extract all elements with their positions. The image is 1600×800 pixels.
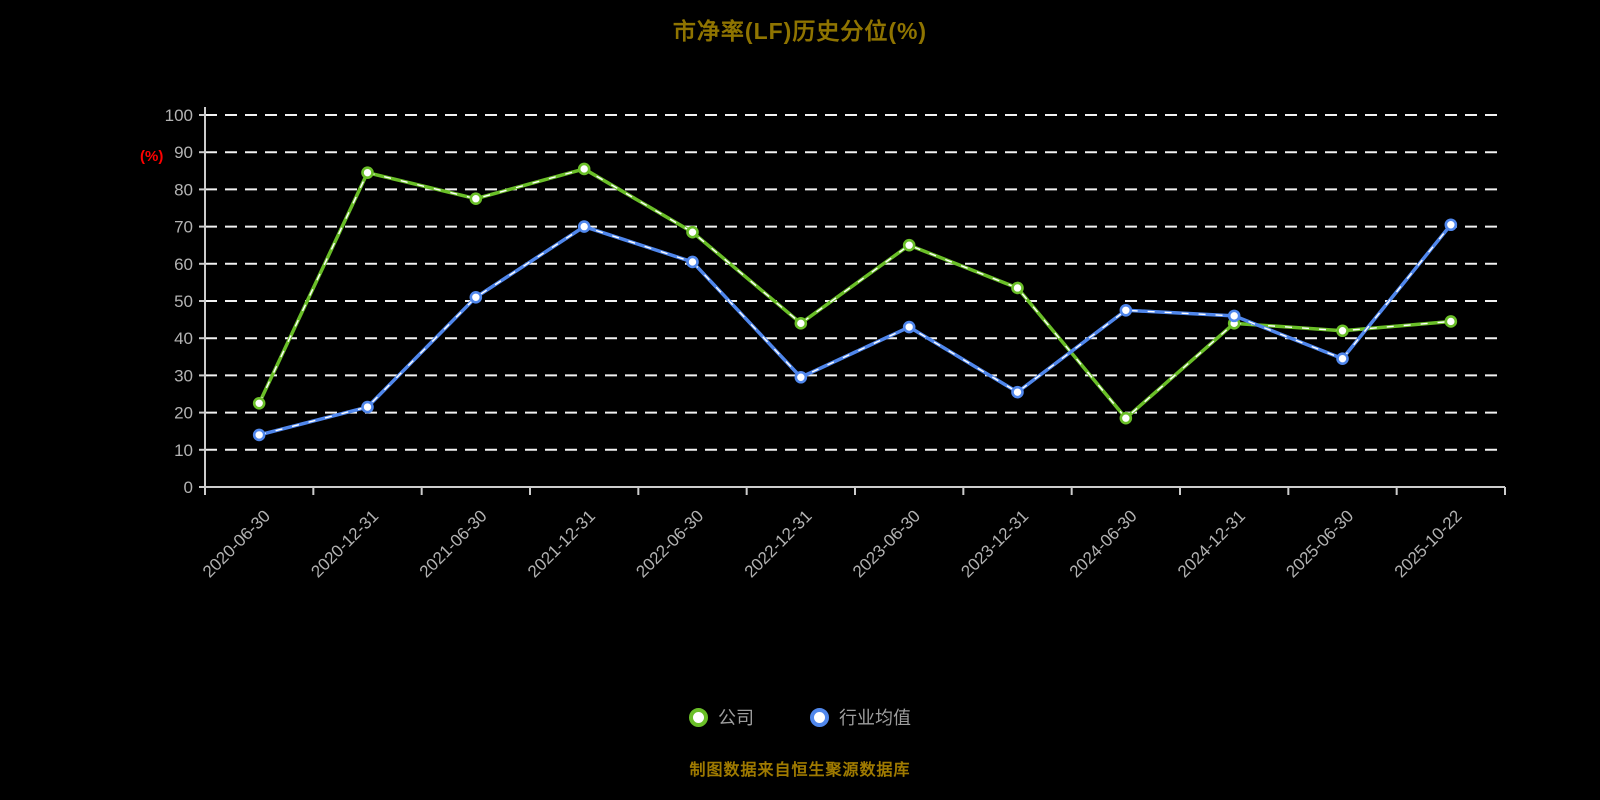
data-source-note: 制图数据来自恒生聚源数据库 <box>689 762 911 779</box>
data-point-0 <box>1011 281 1024 295</box>
data-point-1 <box>469 290 483 304</box>
data-point-0 <box>577 162 591 176</box>
x-tick-label: 2020-12-31 <box>307 506 382 581</box>
series-line-1 <box>257 222 1453 437</box>
data-point-0 <box>469 192 483 205</box>
data-point-0 <box>1444 315 1458 328</box>
data-point-1 <box>1444 218 1458 232</box>
data-point-1 <box>361 400 374 414</box>
y-tick-label: 60 <box>174 255 193 274</box>
data-point-1 <box>686 255 699 269</box>
data-point-0 <box>252 396 266 410</box>
legend-item-industry-avg-label: 行业均值 <box>839 708 911 728</box>
y-tick-label: 90 <box>174 143 193 162</box>
x-tick-label: 2021-12-31 <box>524 506 599 581</box>
y-tick-label: 100 <box>165 106 193 125</box>
y-tick-label: 0 <box>184 478 193 497</box>
data-point-1 <box>794 370 808 384</box>
data-point-0 <box>902 238 916 252</box>
chart-title: 市净率(LF)历史分位(%) <box>672 18 928 44</box>
data-point-1 <box>1011 385 1024 399</box>
y-tick-label: 50 <box>174 292 193 311</box>
x-tick-label: 2020-06-30 <box>199 506 274 581</box>
x-tick-label: 2021-06-30 <box>416 506 491 581</box>
x-tick-label: 2023-06-30 <box>849 506 924 581</box>
data-point-1 <box>577 220 591 233</box>
data-point-1 <box>902 320 916 334</box>
y-tick-label: 10 <box>174 441 193 460</box>
series-line-0 <box>257 167 1453 420</box>
x-tick-label: 2022-06-30 <box>632 506 707 581</box>
industry-avg-series-marker-icon <box>810 707 829 727</box>
y-axis-unit-label: (%) <box>140 148 164 165</box>
chart-legend: 公司 行业均值 <box>0 704 1600 730</box>
data-point-0 <box>794 317 808 330</box>
x-tick-label: 2024-06-30 <box>1066 506 1141 581</box>
x-tick-label: 2024-12-31 <box>1174 506 1249 581</box>
series-line-dash-1 <box>258 224 1452 436</box>
data-point-0 <box>686 225 699 239</box>
data-point-0 <box>361 166 374 179</box>
y-tick-label: 70 <box>174 218 193 237</box>
legend-item-industry-avg[interactable]: 行业均值 <box>810 704 911 730</box>
x-tick-label: 2025-10-22 <box>1391 506 1466 581</box>
series-line-dash-0 <box>258 168 1451 419</box>
data-point-0 <box>1119 411 1133 425</box>
x-tick-label: 2025-06-30 <box>1282 506 1357 581</box>
company-series-marker-icon <box>689 707 708 727</box>
x-tick-label: 2022-12-31 <box>741 506 816 581</box>
data-point-1 <box>1119 303 1133 317</box>
y-tick-label: 40 <box>174 329 193 348</box>
y-tick-label: 80 <box>174 180 193 199</box>
data-point-1 <box>1227 309 1241 323</box>
legend-item-company-label: 公司 <box>718 708 754 728</box>
y-tick-label: 20 <box>174 404 193 423</box>
y-tick-label: 30 <box>174 366 193 385</box>
x-tick-label: 2023-12-31 <box>957 506 1032 581</box>
data-point-1 <box>252 428 266 442</box>
data-point-1 <box>1336 352 1349 365</box>
data-point-0 <box>1336 324 1349 338</box>
legend-item-company[interactable]: 公司 <box>689 704 754 730</box>
